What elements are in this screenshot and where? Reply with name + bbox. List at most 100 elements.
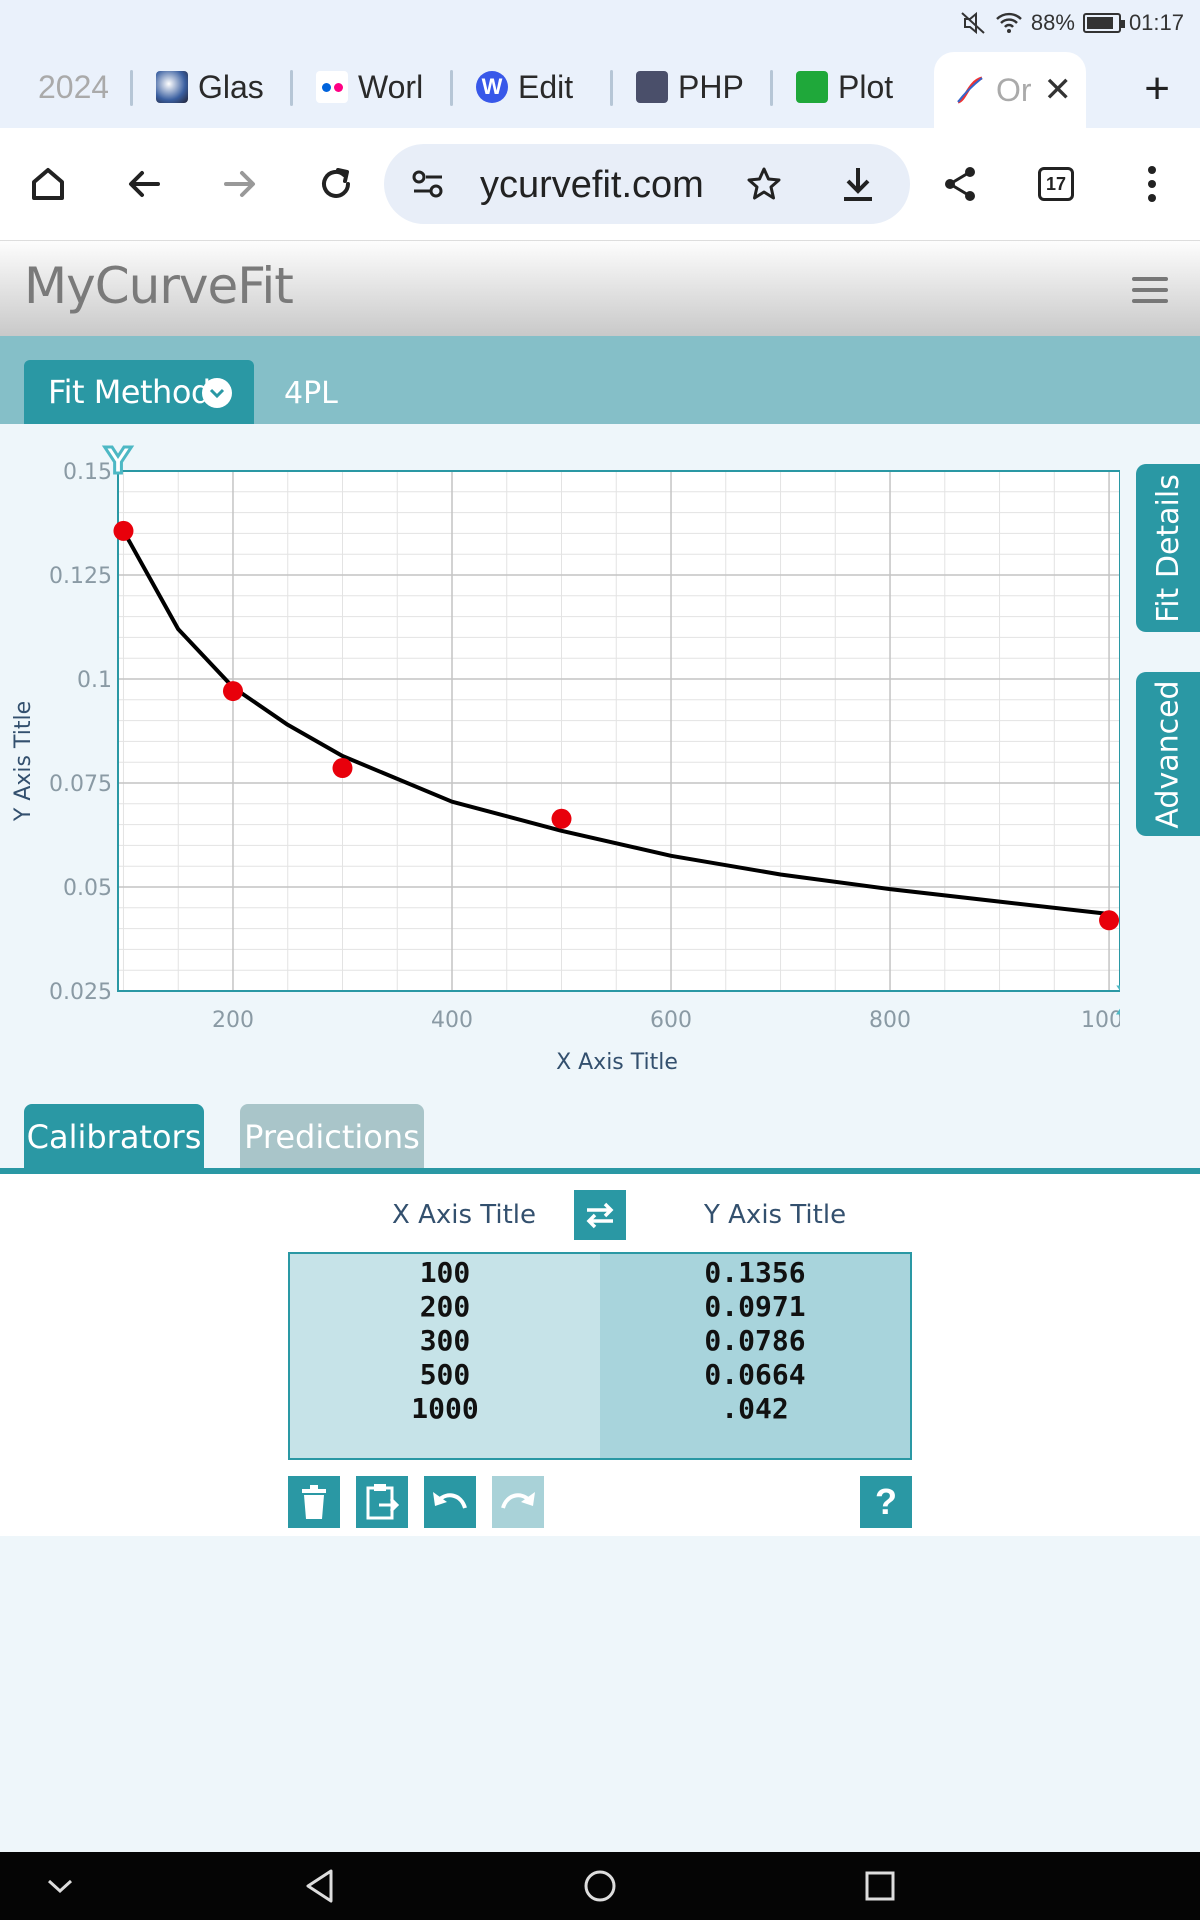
browser-tab[interactable]: Worl [316, 56, 424, 118]
forward-icon[interactable] [214, 158, 266, 210]
y-tick-label: 0.1 [77, 668, 112, 693]
nav-recents-icon[interactable] [860, 1866, 900, 1906]
tab-label: 2024 [38, 68, 108, 105]
help-button[interactable]: ? [860, 1476, 912, 1528]
y-cell[interactable]: .042 [721, 1392, 789, 1425]
paste-button[interactable] [356, 1476, 408, 1528]
y-axis-title: Y Axis Title [11, 701, 36, 822]
url-text[interactable]: ycurvefit.com [480, 164, 704, 206]
address-bar[interactable]: ycurvefit.com [384, 144, 910, 224]
tab-separator [290, 70, 293, 106]
browser-tab[interactable]: Plot [796, 56, 904, 118]
y-cell[interactable]: 0.0971 [704, 1290, 806, 1323]
chart-area: 200 400 600 800 1000 0.025 0.05 0.075 0.1 0.125 0.… [0, 424, 1200, 1104]
reload-icon[interactable] [310, 158, 362, 210]
redo-icon [501, 1492, 535, 1509]
mute-icon [959, 10, 987, 36]
fit-method-button[interactable]: Fit Method [24, 360, 254, 424]
flickr-icon [316, 71, 348, 103]
advanced-tab[interactable]: Advanced [1136, 672, 1200, 836]
back-icon[interactable] [118, 158, 170, 210]
tab-label: Worl [358, 68, 424, 105]
share-icon[interactable] [934, 158, 986, 210]
home-icon[interactable] [22, 158, 74, 210]
data-point[interactable] [1099, 910, 1120, 931]
site-settings-icon[interactable] [410, 166, 446, 207]
bookmark-star-icon[interactable] [746, 166, 782, 207]
tab-separator [450, 70, 453, 106]
data-point[interactable] [551, 808, 572, 829]
tab-separator [770, 70, 773, 106]
status-indicators: 88% 01:17 [959, 10, 1184, 36]
y-tick-label: 0.15 [63, 460, 112, 485]
data-tabs: Calibrators Predictions [0, 1104, 1200, 1174]
clock: 01:17 [1128, 10, 1184, 35]
system-nav-bar [0, 1852, 1200, 1920]
advanced-label: Advanced [1150, 679, 1186, 829]
fit-details-label: Fit Details [1150, 473, 1186, 623]
y-axis-badge[interactable]: Y [102, 440, 133, 484]
nav-home-icon[interactable] [580, 1866, 620, 1906]
x-cell[interactable]: 100 [419, 1256, 471, 1289]
plot-icon [796, 71, 828, 103]
x-tick-label: 200 [212, 1008, 254, 1033]
tab-label: PHP [678, 68, 744, 105]
tab-label: Glas [198, 68, 264, 105]
browser-tab[interactable]: Glas [156, 56, 264, 118]
x-values-column[interactable]: 100 200 300 500 1000 [290, 1254, 600, 1458]
y-values-column[interactable]: 0.1356 0.0971 0.0786 0.0664 .042 [600, 1254, 910, 1458]
wifi-icon [995, 10, 1023, 36]
close-tab-icon[interactable]: ✕ [1043, 71, 1073, 109]
undo-icon [433, 1492, 467, 1509]
nav-back-icon[interactable] [300, 1866, 340, 1906]
delete-button[interactable] [288, 1476, 340, 1528]
browser-tab-active[interactable]: Or ✕ [934, 52, 1086, 128]
y-cell[interactable]: 0.0664 [704, 1358, 806, 1391]
browser-toolbar: ycurvefit.com 17 [0, 128, 1200, 240]
tab-switcher-button[interactable]: 17 [1030, 158, 1082, 210]
fit-details-tab[interactable]: Fit Details [1136, 464, 1200, 632]
hamburger-menu-icon[interactable] [1132, 277, 1168, 303]
calibrator-data-grid[interactable]: 100 200 300 500 1000 0.1356 0.0971 0.078… [288, 1252, 912, 1460]
fit-method-bar: Fit Method 4PL [0, 336, 1200, 424]
redo-button[interactable] [492, 1476, 544, 1528]
x-cell[interactable]: 200 [419, 1290, 471, 1323]
tab-count: 17 [1038, 167, 1074, 201]
x-cell[interactable]: 500 [419, 1358, 471, 1391]
y-column-header: Y Axis Title [704, 1200, 847, 1230]
browser-tab[interactable]: PHP [636, 56, 744, 118]
tab-separator [130, 70, 133, 106]
tab-underline [0, 1168, 1200, 1174]
globe-icon [156, 71, 188, 103]
undo-button[interactable] [424, 1476, 476, 1528]
tab-predictions[interactable]: Predictions [240, 1104, 424, 1170]
data-point[interactable] [332, 758, 353, 779]
wordpress-icon: W [476, 71, 508, 103]
tab-separator [610, 70, 613, 106]
tab-calibrators[interactable]: Calibrators [24, 1104, 204, 1170]
fit-curve-line [121, 529, 1110, 916]
y-cell[interactable]: 0.0786 [704, 1324, 806, 1357]
browser-tab[interactable]: W Edit [476, 56, 584, 118]
more-menu-icon[interactable] [1126, 158, 1178, 210]
curve-icon [954, 74, 986, 106]
x-tick-label: 400 [431, 1008, 473, 1033]
x-tick-label: 600 [650, 1008, 692, 1033]
download-icon[interactable] [840, 164, 876, 209]
x-cell[interactable]: 300 [419, 1324, 471, 1357]
curve-fit-chart[interactable]: 200 400 600 800 1000 0.025 0.05 0.075 0.1 0.125 0.… [0, 424, 1120, 1104]
x-cell[interactable]: 1000 [411, 1392, 479, 1425]
data-point[interactable] [222, 681, 243, 702]
x-axis-badge-label: X [1118, 981, 1120, 1022]
x-tick-label: 1000 [1081, 1008, 1120, 1033]
y-cell[interactable]: 0.1356 [704, 1256, 806, 1289]
swap-columns-button[interactable] [574, 1190, 626, 1240]
browser-tab[interactable]: 2024 [38, 56, 108, 118]
tab-label: Or [996, 71, 1032, 108]
new-tab-button[interactable]: + [1144, 64, 1170, 113]
trash-icon [302, 1485, 326, 1519]
x-axis-badge[interactable]: X [1117, 980, 1120, 1024]
data-point[interactable] [113, 520, 134, 541]
hide-keyboard-icon[interactable] [40, 1866, 80, 1906]
app-logo[interactable]: MyCurveFit [24, 257, 294, 315]
